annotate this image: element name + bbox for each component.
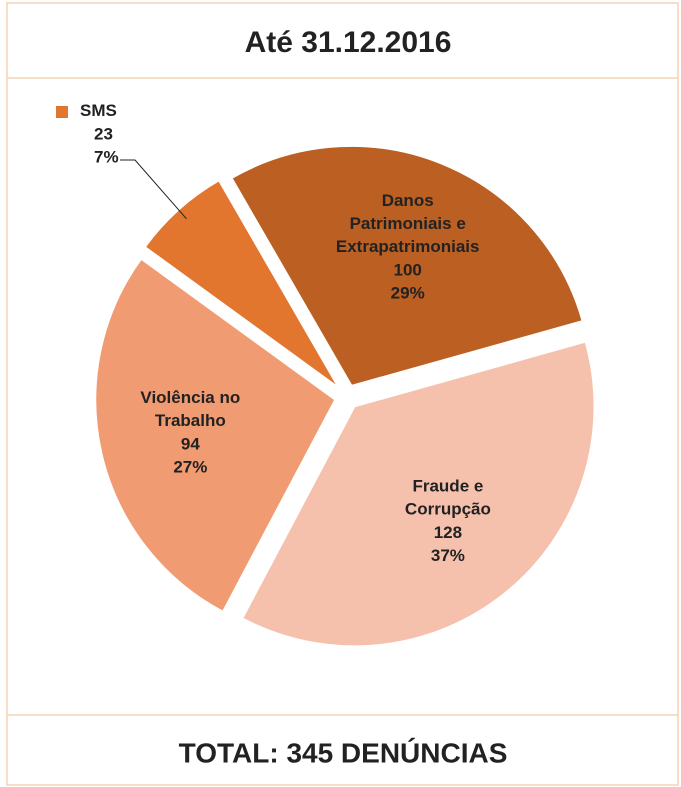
category-label: Fraude e Corrupção xyxy=(405,477,491,519)
pie-slice xyxy=(240,340,596,648)
percent-label: 7% xyxy=(94,147,119,166)
value-label: 100 xyxy=(394,261,422,280)
percent-label: 37% xyxy=(431,546,465,565)
category-label: Danos Patrimoniais e Extrapatrimoniais xyxy=(336,192,480,257)
value-label: 128 xyxy=(434,523,462,542)
pie-slice xyxy=(230,144,584,388)
footer-total: TOTAL: 345 DENÚNCIAS xyxy=(179,737,508,768)
category-label: Violência no Trabalho xyxy=(140,388,240,430)
value-label: 94 xyxy=(181,434,200,453)
chart-title: Até 31.12.2016 xyxy=(245,26,452,59)
percent-label: 29% xyxy=(391,284,425,303)
percent-label: 27% xyxy=(173,457,207,476)
legend-key xyxy=(56,106,68,118)
pie-slice xyxy=(94,257,337,614)
category-label: SMS xyxy=(80,101,117,120)
leader-line xyxy=(120,159,187,219)
value-label: 23 xyxy=(94,124,113,143)
frame xyxy=(6,2,679,786)
